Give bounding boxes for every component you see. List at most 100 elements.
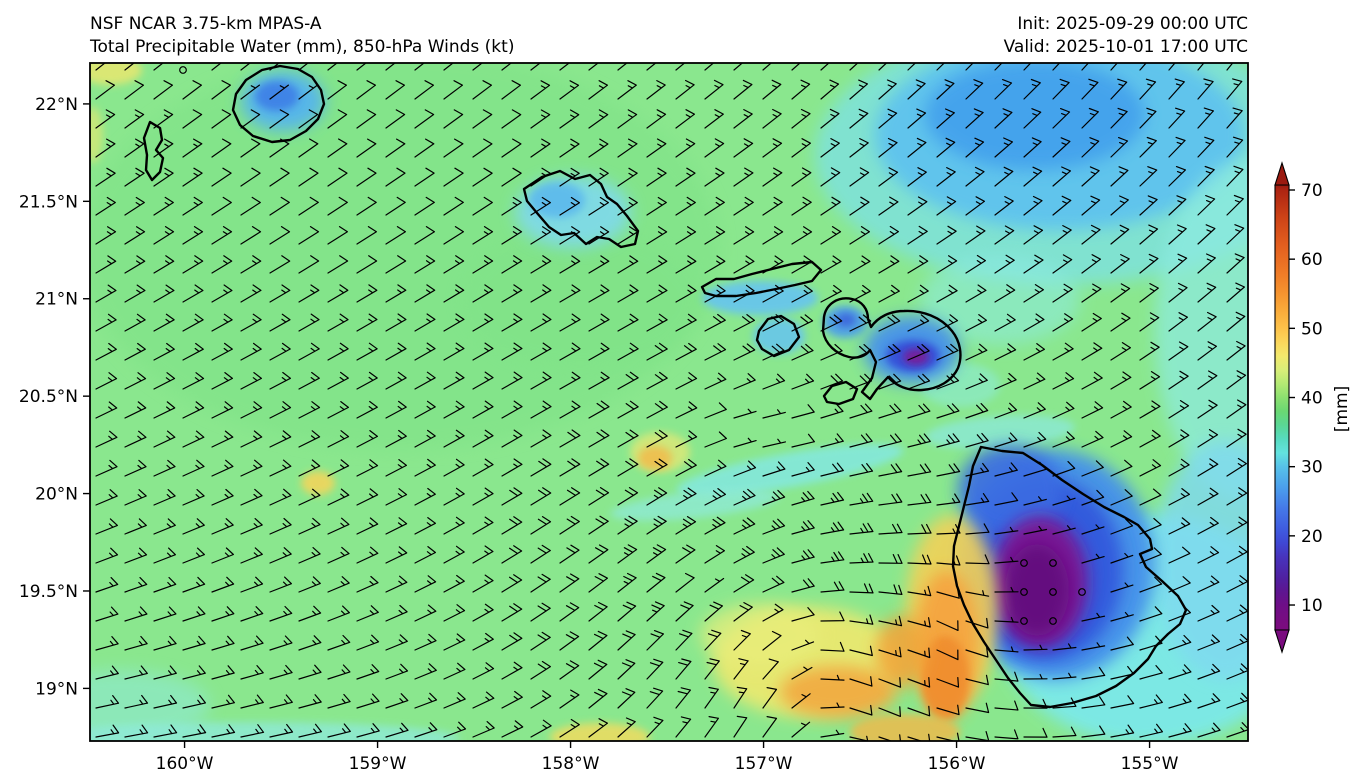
- wind-barb: [95, 196, 116, 216]
- wind-barb: [414, 109, 435, 129]
- wind-barb: [704, 255, 726, 274]
- wind-barb: [240, 63, 251, 71]
- wind-barb: [878, 646, 902, 658]
- wind-barb: [211, 138, 232, 158]
- wind-barb: [269, 488, 292, 506]
- wind-barb: [1052, 643, 1077, 651]
- wind-barb: [153, 401, 176, 419]
- wind-barb: [617, 515, 638, 535]
- wind-barb: [153, 459, 176, 477]
- wind-barb: [762, 79, 782, 100]
- wind-barb: [1197, 107, 1214, 129]
- wind-barb: [124, 255, 146, 274]
- wind-barb: [240, 635, 264, 651]
- tpw-blob: [90, 63, 142, 85]
- tpw-blob: [780, 666, 896, 718]
- wind-barb: [878, 706, 901, 717]
- wind-barb: [1110, 459, 1133, 477]
- wind-barb: [95, 342, 117, 361]
- wind-barb: [1226, 633, 1248, 651]
- wind-barb: [1110, 254, 1130, 274]
- wind-barb: [1023, 644, 1048, 651]
- wind-barb: [936, 463, 961, 477]
- wind-barb: [617, 400, 639, 419]
- wind-barb: [501, 487, 523, 506]
- wind-barb: [936, 704, 960, 716]
- wind-barb: [211, 606, 235, 622]
- wind-barb: [1139, 488, 1162, 506]
- wind-barb: [849, 108, 869, 129]
- wind-barb: [1226, 428, 1247, 448]
- wind-barb: [1139, 635, 1163, 651]
- wind-barb: [298, 284, 320, 303]
- wind-barb: [1081, 224, 1101, 245]
- wind-barb: [414, 546, 436, 564]
- wind-barb: [646, 487, 668, 506]
- wind-barb: [559, 226, 581, 245]
- wind-barb: [675, 167, 696, 187]
- wind-barb: [675, 313, 697, 332]
- y-tick-label: 20.5°N: [19, 387, 78, 407]
- wind-barb: [936, 108, 955, 129]
- wind-barb: [733, 63, 744, 71]
- wind-barb: [1168, 282, 1188, 303]
- wind-barb: [704, 167, 725, 187]
- wind-barb: [1256, 254, 1273, 273]
- tpw-blob: [925, 415, 1075, 449]
- wind-barb: [675, 79, 695, 100]
- wind-barb: [617, 572, 637, 593]
- wind-barb: [1023, 137, 1042, 158]
- wind-barb: [472, 574, 494, 593]
- wind-barb: [95, 109, 116, 129]
- wind-barb: [530, 196, 551, 216]
- wind-barb: [1110, 63, 1119, 71]
- wind-barb: [588, 80, 608, 100]
- wind-barb: [95, 372, 118, 390]
- wind-barb: [443, 342, 465, 361]
- wind-barb: [762, 373, 786, 390]
- wind-barb: [356, 255, 378, 274]
- wind-barb: [1081, 63, 1090, 71]
- wind-barb: [327, 723, 351, 738]
- wind-barb: [820, 581, 845, 593]
- wind-barb: [443, 138, 464, 158]
- wind-barb: [124, 63, 135, 71]
- wind-barb: [1110, 582, 1134, 593]
- wind-barb: [1110, 430, 1133, 448]
- wind-barb: [675, 226, 697, 245]
- wind-barb: [530, 255, 552, 274]
- wind-barb: [559, 109, 580, 129]
- wind-barb: [530, 429, 552, 448]
- wind-barb: [356, 342, 378, 361]
- wind-barb: [878, 225, 899, 245]
- wind-barb: [1168, 605, 1191, 622]
- wind-barb: [1168, 429, 1190, 448]
- wind-barb: [1139, 371, 1161, 390]
- colorbar: 10 20 30 40 50 60 70: [1274, 161, 1323, 654]
- wind-barb: [269, 694, 293, 709]
- wind-barb: [1197, 487, 1219, 506]
- wind-barb: [1110, 107, 1128, 129]
- wind-barb: [936, 196, 957, 216]
- wind-barb: [588, 515, 609, 535]
- wind-barb: [182, 109, 203, 129]
- wind-barb: [153, 606, 177, 622]
- wind-barb: [559, 660, 580, 680]
- wind-barb: [153, 635, 177, 651]
- wind-barb: [965, 554, 990, 565]
- wind-barb: [617, 601, 637, 622]
- wind-barb: [1052, 401, 1075, 419]
- wind-barb: [501, 63, 513, 71]
- wind-barb: [95, 80, 115, 100]
- wind-barb: [443, 692, 466, 709]
- wind-barb: [762, 461, 786, 477]
- colorbar-extend-min-arrow: [1274, 629, 1290, 654]
- wind-barb: [327, 576, 350, 593]
- wind-barb: [182, 313, 204, 332]
- wind-barb: [820, 462, 844, 477]
- wind-barb: [1139, 429, 1161, 448]
- wind-barb: [820, 641, 845, 652]
- wind-barb: [356, 605, 379, 622]
- wind-barb: [965, 196, 985, 216]
- wind-barb: [675, 342, 697, 361]
